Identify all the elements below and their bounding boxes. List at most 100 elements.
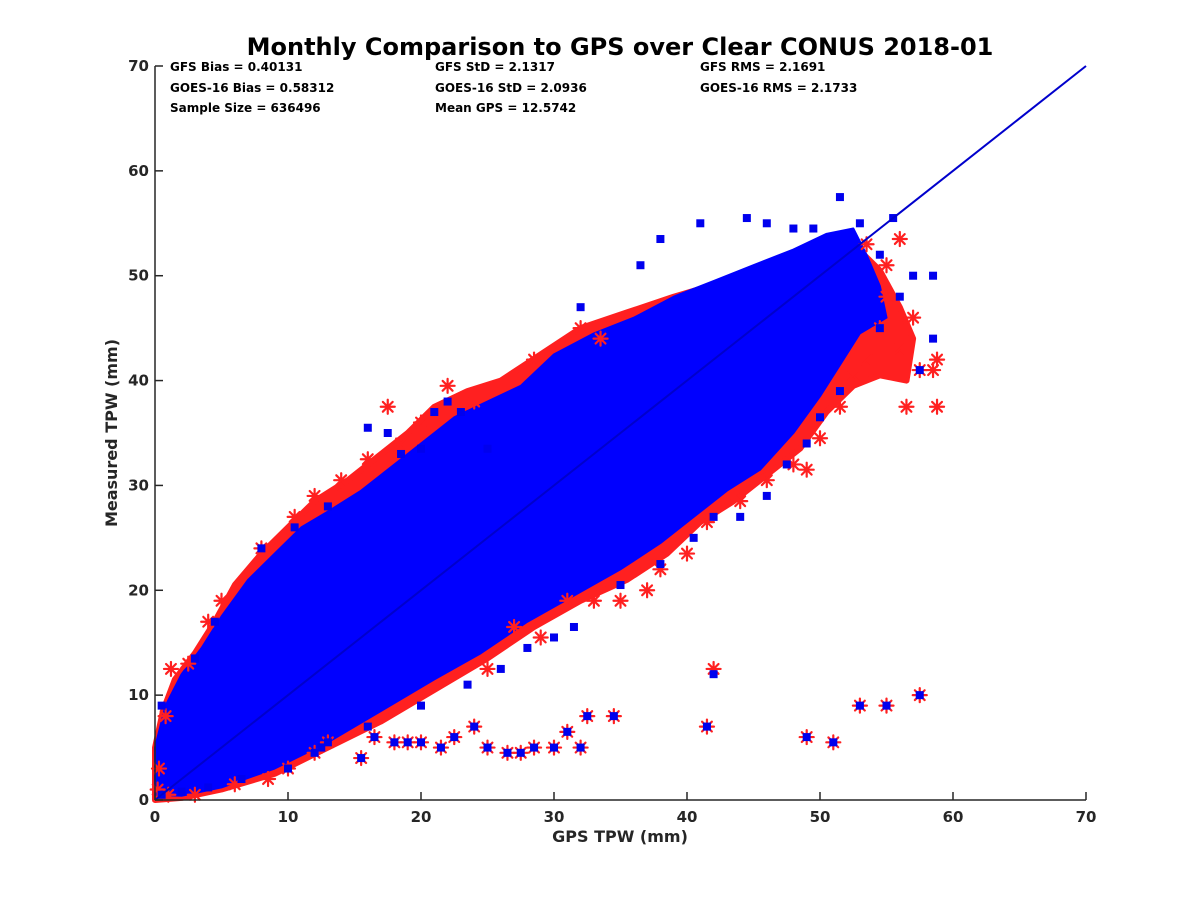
data-point-asterisk <box>333 472 350 489</box>
data-point-square <box>855 701 864 710</box>
y-tick-label: 70 <box>128 57 149 75</box>
data-point-square <box>450 733 459 742</box>
x-tick-label: 60 <box>943 808 964 826</box>
data-point-asterisk <box>612 592 629 609</box>
data-point-asterisk <box>928 398 946 415</box>
stat-gfs-bias: GFS Bias = 0.40131 <box>170 60 302 74</box>
stat-gfs-std: GFS StD = 2.1317 <box>435 60 555 74</box>
data-point-square <box>496 664 505 673</box>
data-point-asterisk <box>758 472 775 489</box>
data-point-square <box>802 733 811 742</box>
data-point-square <box>284 764 292 773</box>
data-point-square <box>709 670 718 679</box>
data-point-square <box>363 423 372 432</box>
data-point-asterisk <box>858 351 875 368</box>
data-point-asterisk <box>592 330 609 347</box>
data-point-square <box>809 224 818 233</box>
data-point-square <box>609 712 618 721</box>
data-point-square <box>762 491 771 500</box>
stat-goes-rms: GOES-16 RMS = 2.1733 <box>700 81 857 95</box>
data-point-asterisk <box>924 361 942 379</box>
data-point-asterisk <box>180 655 197 672</box>
data-point-square <box>317 743 326 752</box>
data-point-square <box>383 429 392 437</box>
data-point-square <box>636 261 645 270</box>
data-point-square <box>789 224 798 233</box>
data-point-asterisk <box>259 770 277 788</box>
x-axis-label: GPS TPW (mm) <box>552 827 688 846</box>
data-point-square <box>875 250 884 259</box>
data-point-square <box>882 701 891 710</box>
data-point-square <box>915 366 924 375</box>
data-point-asterisk <box>878 288 895 305</box>
data-point-asterisk <box>162 660 180 678</box>
data-point-square <box>656 235 665 244</box>
data-point-asterisk <box>831 398 849 415</box>
data-point-square <box>929 271 938 280</box>
data-point-square <box>895 292 904 301</box>
data-point-square <box>483 743 492 752</box>
data-point-square <box>550 633 558 642</box>
y-tick-label: 40 <box>128 372 149 390</box>
data-point-square <box>470 722 479 731</box>
data-point-asterisk <box>479 660 496 678</box>
data-point-square <box>855 219 864 228</box>
data-point-asterisk <box>572 320 589 337</box>
data-point-square <box>257 544 266 553</box>
data-point-asterisk <box>798 461 815 478</box>
x-tick-label: 40 <box>677 808 698 826</box>
data-point-square <box>875 324 884 333</box>
chart-title: Monthly Comparison to GPS over Clear CON… <box>247 33 994 61</box>
data-point-asterisk <box>891 230 908 248</box>
y-tick-label: 0 <box>139 791 149 809</box>
data-point-square <box>357 754 366 763</box>
data-point-square <box>915 691 924 700</box>
data-point-square <box>417 701 425 710</box>
data-point-square <box>530 743 539 752</box>
data-point-asterisk <box>186 786 203 803</box>
data-point-asterisk <box>506 618 523 636</box>
y-axis-label: Measured TPW (mm) <box>102 339 121 527</box>
data-point-square <box>762 219 771 228</box>
data-points <box>149 193 946 803</box>
data-point-square <box>456 408 465 417</box>
data-point-square <box>563 727 572 736</box>
data-point-square <box>696 219 705 228</box>
data-point-asterisk <box>157 708 174 725</box>
data-point-asterisk <box>811 430 829 447</box>
stat-goes-std: GOES-16 StD = 2.0936 <box>435 81 587 95</box>
data-point-asterisk <box>379 398 396 415</box>
y-tick-label: 10 <box>128 686 149 704</box>
data-point-square <box>370 733 379 742</box>
data-point-square <box>576 303 585 312</box>
data-point-square <box>616 581 625 590</box>
data-point-square <box>204 783 213 792</box>
data-point-square <box>569 622 578 631</box>
point-clouds <box>152 227 917 803</box>
stat-mean-gps: Mean GPS = 12.5742 <box>435 101 576 115</box>
data-point-asterisk <box>150 760 168 777</box>
data-point-square <box>516 748 525 757</box>
data-point-asterisk <box>286 508 303 525</box>
data-point-square <box>829 738 838 747</box>
data-point-square <box>177 787 186 796</box>
data-point-asterisk <box>559 592 576 609</box>
data-point-square <box>689 533 698 542</box>
data-point-asterisk <box>359 451 376 468</box>
y-tick-label: 20 <box>128 581 149 599</box>
data-point-square <box>290 523 299 532</box>
axes: 0 10 20 30 40 50 60 70 0 10 20 30 40 50 60 70 <box>128 57 1096 826</box>
y-tick-label: 50 <box>128 267 149 285</box>
data-point-asterisk <box>532 629 549 646</box>
data-point-square <box>583 712 592 721</box>
data-point-asterisk <box>845 367 862 384</box>
data-point-asterisk <box>585 592 603 609</box>
stat-sample-size: Sample Size = 636496 <box>170 101 321 115</box>
data-point-asterisk <box>732 493 749 510</box>
x-axis-ticks: 0 10 20 30 40 50 60 70 <box>150 792 1096 826</box>
data-point-square <box>417 444 425 453</box>
x-tick-label: 20 <box>411 808 432 826</box>
y-axis-ticks: 0 10 20 30 40 50 60 70 <box>128 57 163 809</box>
data-point-square <box>417 738 425 747</box>
stat-gfs-rms: GFS RMS = 2.1691 <box>700 60 825 74</box>
